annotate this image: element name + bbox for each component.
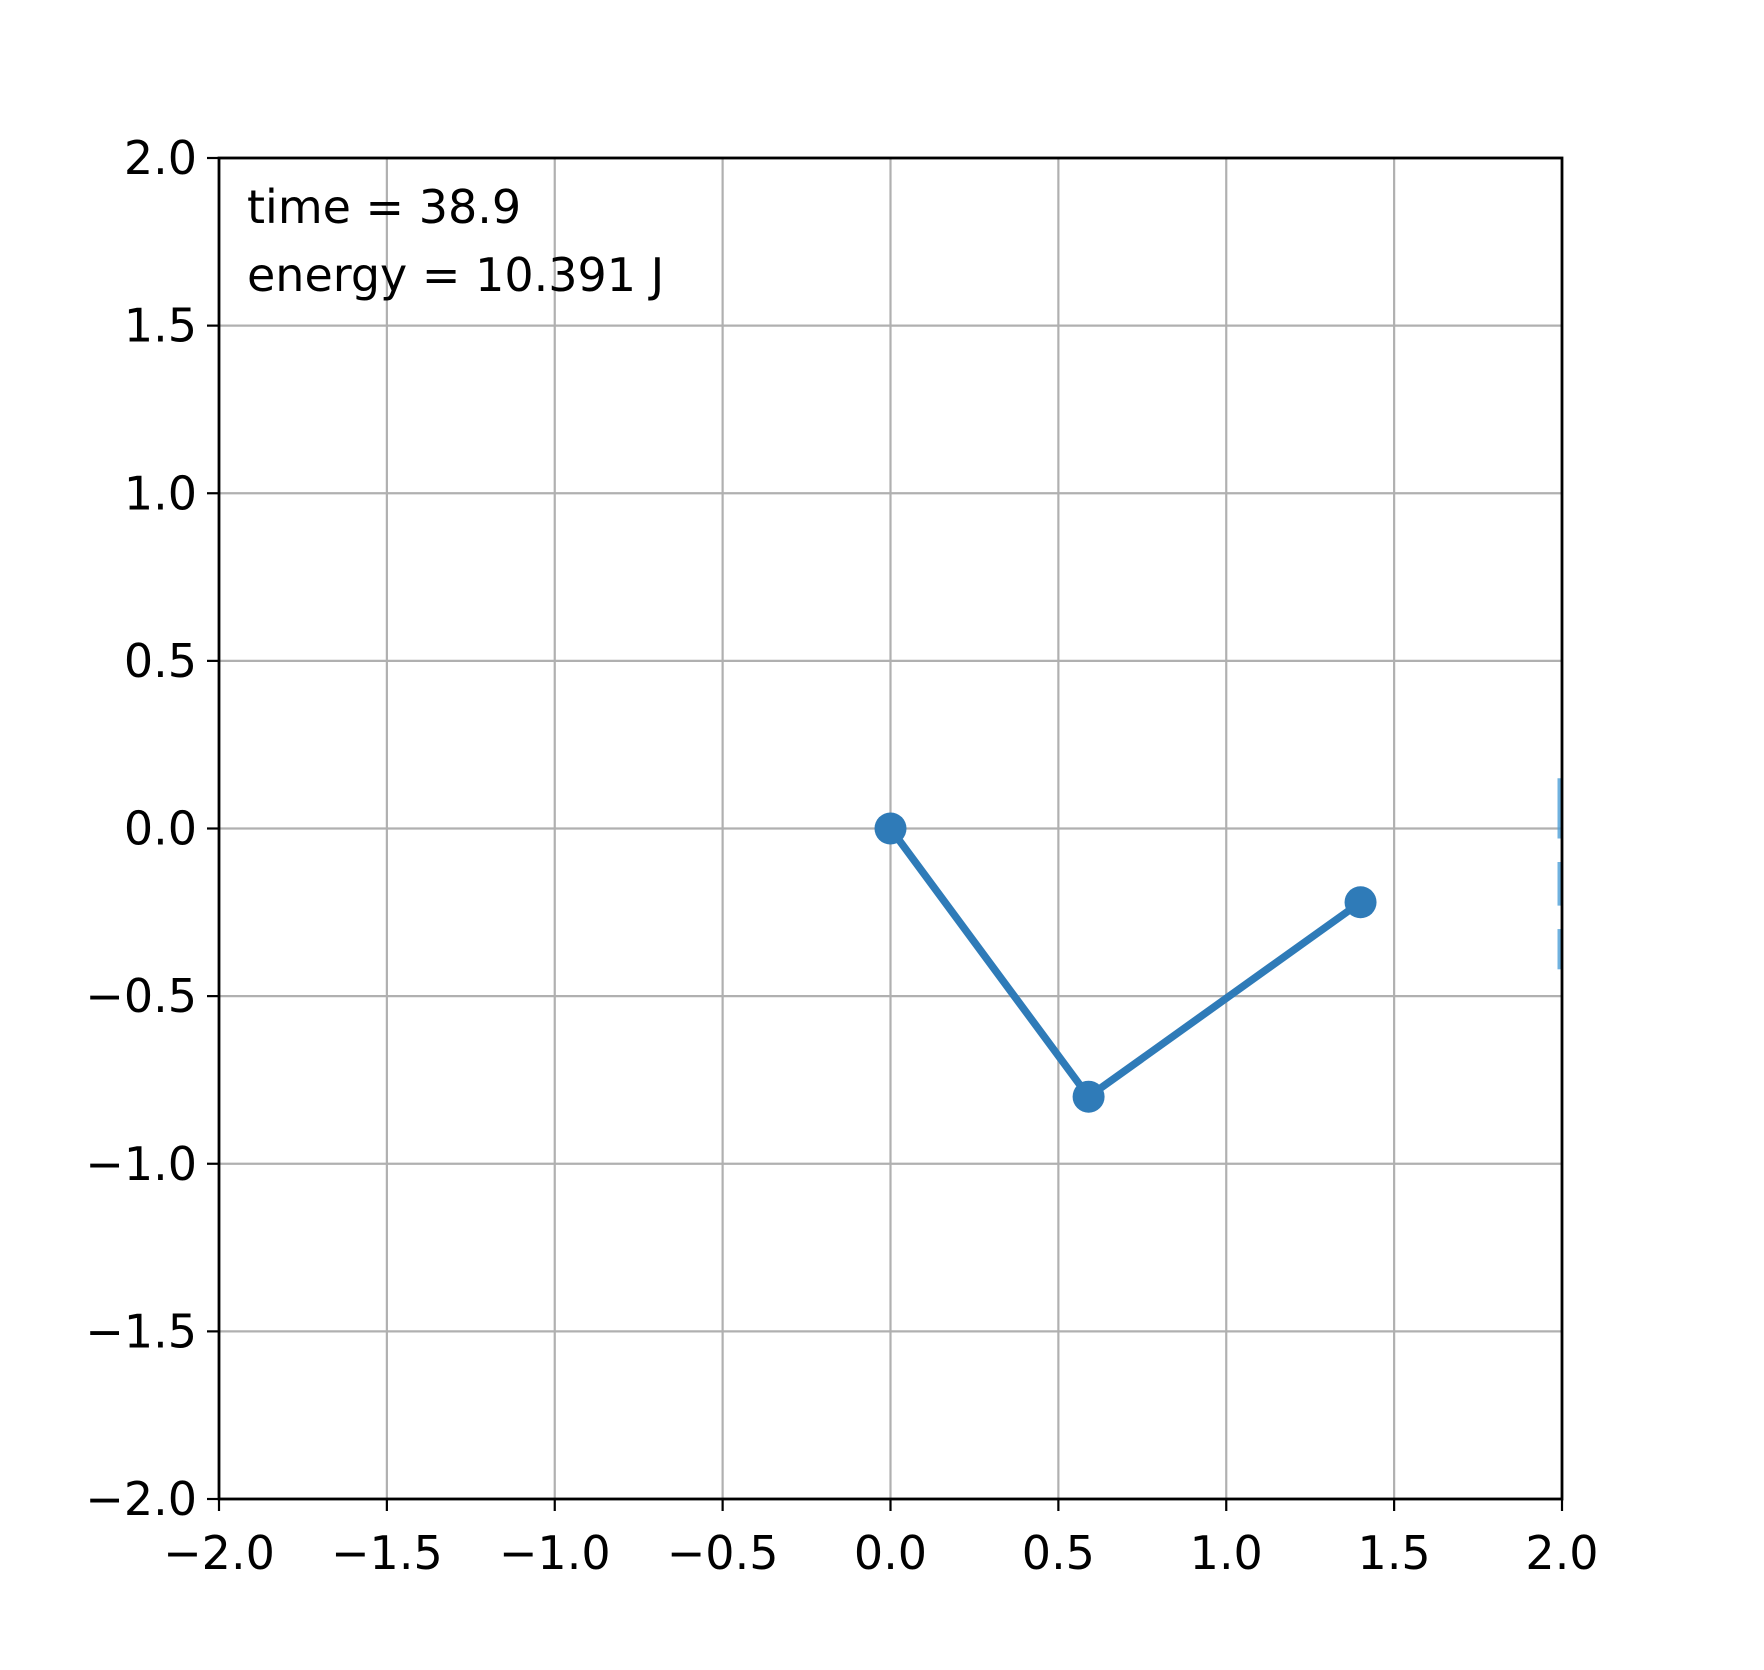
x-tick-labels: −2.0 −1.5 −1.0 −0.5 0.0 0.5 1.0 1.5 2.0 xyxy=(163,1526,1598,1580)
time-annotation: time = 38.9 xyxy=(247,180,521,234)
x-tick-label: −1.0 xyxy=(499,1526,611,1580)
y-tick-label: 0.0 xyxy=(124,802,197,856)
energy-annotation: energy = 10.391 J xyxy=(247,248,664,302)
x-tick-label: 1.0 xyxy=(1190,1526,1263,1580)
x-tick-label: −0.5 xyxy=(667,1526,779,1580)
y-tick-label: 2.0 xyxy=(124,131,197,185)
x-tick-label: 0.0 xyxy=(854,1526,927,1580)
y-tick-labels: −2.0 −1.5 −1.0 −0.5 0.0 0.5 1.0 1.5 2.0 xyxy=(85,131,197,1526)
y-tick-label: −1.5 xyxy=(85,1304,197,1358)
pendulum-series xyxy=(874,812,1377,1113)
x-tick-label: 2.0 xyxy=(1525,1526,1598,1580)
x-tick-label: 0.5 xyxy=(1022,1526,1095,1580)
y-tick-label: 0.5 xyxy=(124,634,197,688)
pendulum-bob xyxy=(874,812,907,845)
axis-ticks xyxy=(207,156,1564,1511)
y-tick-label: −0.5 xyxy=(85,969,197,1023)
x-tick-label: −1.5 xyxy=(331,1526,443,1580)
pendulum-bob xyxy=(1072,1080,1105,1113)
y-tick-label: 1.5 xyxy=(124,299,197,353)
y-tick-label: 1.0 xyxy=(124,466,197,520)
y-tick-label: −1.0 xyxy=(85,1137,197,1191)
x-tick-label: 1.5 xyxy=(1358,1526,1431,1580)
pendulum-bob xyxy=(1344,886,1377,919)
x-tick-label: −2.0 xyxy=(163,1526,275,1580)
y-tick-label: −2.0 xyxy=(85,1472,197,1526)
